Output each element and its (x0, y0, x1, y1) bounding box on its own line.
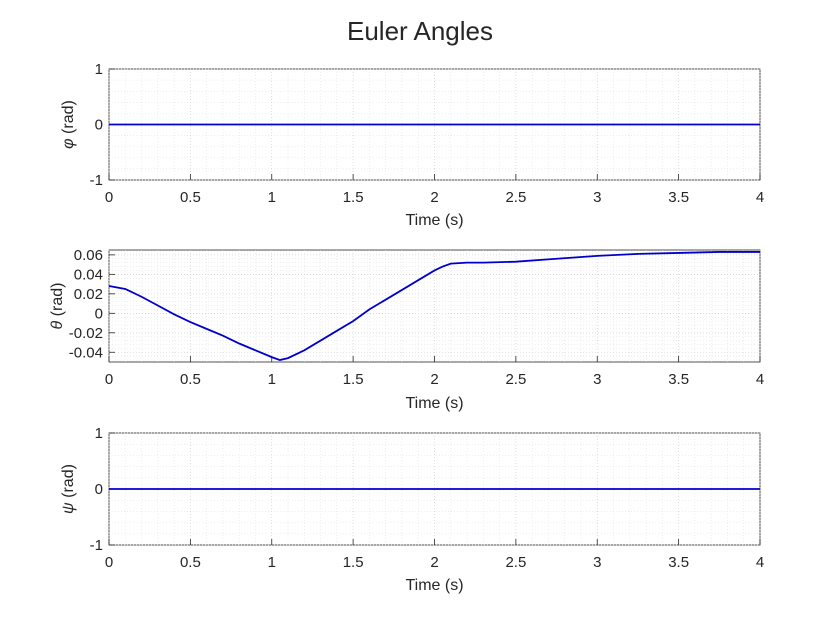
y-tick-label: 0 (95, 481, 103, 498)
x-tick-label: 0 (105, 554, 113, 571)
figure-title: Euler Angles (347, 16, 493, 46)
tick-marks (108, 254, 761, 362)
x-tick-labels: 0 0.5 1 1.5 2 2.5 3 3.5 4 (105, 371, 764, 388)
x-tick-label: 2 (430, 371, 438, 388)
grid-lines (108, 68, 761, 181)
y-axis-label: θ (rad) (49, 283, 66, 330)
x-tick-label: 3 (593, 554, 601, 571)
y-tick-label: 0 (95, 305, 103, 322)
x-tick-label: 1.5 (343, 189, 364, 206)
x-tick-label: 3.5 (668, 554, 689, 571)
x-tick-label: 3.5 (668, 371, 689, 388)
subplot-theta: 0 0.5 1 1.5 2 2.5 3 3.5 4 -0.04 -0.02 0 0.02 0.04 0.0… (49, 247, 764, 412)
x-tick-label: 1 (268, 554, 276, 571)
subplot-phi: 0 0.5 1 1.5 2 2.5 3 3.5 4 -101 Time (s) φ (rad) (60, 61, 764, 229)
x-tick-label: 2 (430, 189, 438, 206)
y-axis-unit: (rad) (49, 283, 66, 321)
y-axis-symbol: θ (49, 320, 66, 329)
x-tick-label: 2 (430, 554, 438, 571)
y-axis-symbol: φ (60, 138, 77, 148)
y-axis-unit: (rad) (60, 464, 77, 502)
x-tick-label: 2.5 (505, 189, 526, 206)
x-tick-label: 4 (756, 189, 764, 206)
x-tick-label: 4 (756, 554, 764, 571)
y-tick-label: -0.04 (69, 344, 103, 361)
y-tick-label: 1 (95, 425, 103, 442)
y-axis-label: φ (rad) (60, 100, 77, 149)
y-tick-labels: -1 0 1 (90, 61, 103, 189)
y-tick-label: -1 (90, 537, 103, 554)
subplot-psi: 0 0.5 1 1.5 2 2.5 3 3.5 4 -101 Time (s) ψ (rad) (60, 425, 764, 594)
x-axis-label: Time (s) (405, 212, 463, 229)
x-tick-labels: 0 0.5 1 1.5 2 2.5 3 3.5 4 (105, 554, 764, 571)
y-tick-label: -0.02 (69, 325, 103, 342)
x-tick-label: 4 (756, 371, 764, 388)
x-tick-label: 0 (105, 189, 113, 206)
x-axis-label: Time (s) (405, 577, 463, 594)
y-tick-label: 0 (95, 117, 103, 134)
x-tick-label: 2.5 (505, 554, 526, 571)
y-tick-label: 0.06 (74, 247, 103, 264)
y-tick-labels: -1 0 1 (90, 425, 103, 554)
x-tick-label: 0 (105, 371, 113, 388)
x-tick-label: 3.5 (668, 189, 689, 206)
x-tick-labels: 0 0.5 1 1.5 2 2.5 3 3.5 4 (105, 189, 764, 206)
x-tick-label: 1 (268, 189, 276, 206)
x-tick-label: 2.5 (505, 371, 526, 388)
x-tick-label: 0.5 (180, 371, 201, 388)
x-tick-label: 0.5 (180, 189, 201, 206)
y-tick-label: 1 (95, 61, 103, 78)
y-axis-label: ψ (rad) (60, 464, 77, 514)
y-axis-unit: (rad) (60, 100, 77, 138)
x-tick-label: 1.5 (343, 371, 364, 388)
plot-area (108, 249, 761, 363)
y-tick-label: -1 (90, 172, 103, 189)
y-tick-labels: -0.04 -0.02 0 0.02 0.04 0.06 (69, 247, 103, 361)
theta-series-line (108, 251, 760, 361)
y-axis-symbol: ψ (60, 502, 77, 514)
x-axis-label: Time (s) (405, 395, 463, 412)
grid-lines (108, 250, 761, 362)
x-tick-label: 1.5 (343, 554, 364, 571)
x-tick-label: 0.5 (180, 554, 201, 571)
y-tick-label: 0.04 (74, 266, 103, 283)
x-tick-label: 3 (593, 189, 601, 206)
y-tick-label: 0.02 (74, 286, 103, 303)
x-tick-label: 1 (268, 371, 276, 388)
x-tick-label: 3 (593, 371, 601, 388)
